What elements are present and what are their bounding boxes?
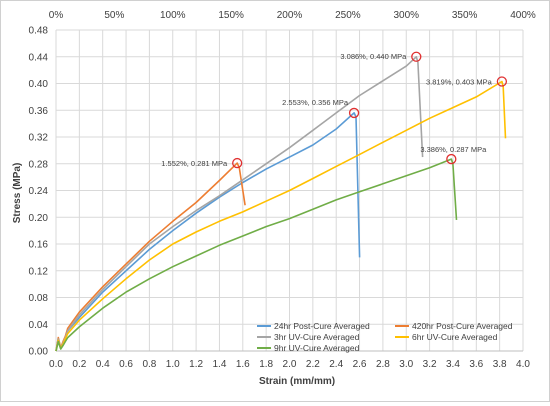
series-line (55, 80, 507, 352)
x-tick-label: 2.6 (353, 359, 367, 370)
x-tick-label: 2.4 (329, 359, 343, 370)
y-tick-label: 0.08 (29, 293, 49, 304)
annotation-label: 3.386%, 0.287 MPa (420, 145, 487, 154)
y-tick-label: 0.20 (29, 213, 49, 224)
series-line (55, 158, 458, 352)
annotation-label: 3.819%, 0.403 MPa (426, 77, 493, 86)
x-tick-label: 4.0 (516, 359, 530, 370)
y-tick-labels: 0.00 0.04 0.08 0.12 0.16 0.20 0.24 0.28 0.32 0.36… (29, 26, 49, 358)
annotation-label: 2.553%, 0.356 MPa (282, 98, 349, 107)
series-lines (55, 56, 507, 352)
annotation-marker (348, 107, 360, 119)
x-tick-label: 0.2 (72, 359, 86, 370)
x-tick-label: 3.4 (446, 359, 460, 370)
x-axis-label: Strain (mm/mm) (259, 376, 335, 387)
y-tick-label: 0.24 (29, 186, 49, 197)
x-tick-label: 2.0 (283, 359, 297, 370)
top-tick-label: 350% (452, 10, 478, 21)
y-tick-label: 0.36 (29, 106, 49, 117)
series-line (55, 56, 424, 352)
legend-entry-label: 9hr UV-Cure Averaged (274, 343, 360, 353)
annotation-label: 3.086%, 0.440 MPa (340, 52, 407, 61)
y-tick-label: 0.40 (29, 79, 49, 90)
x-tick-label: 1.0 (166, 359, 180, 370)
y-tick-label: 0.32 (29, 133, 49, 144)
x-tick-label: 0.4 (96, 359, 110, 370)
top-tick-label: 200% (277, 10, 303, 21)
top-tick-label: 150% (218, 10, 244, 21)
x-tick-label: 2.2 (306, 359, 320, 370)
legend-entry-label: 420hr Post-Cure Averaged (412, 321, 513, 331)
top-tick-label: 50% (104, 10, 124, 21)
y-axis-label: Stress (MPa) (12, 163, 23, 224)
x-tick-label: 0.6 (119, 359, 133, 370)
annotation-marker (232, 157, 243, 169)
top-tick-label: 0% (49, 10, 64, 21)
annotation-marker (411, 51, 422, 62)
y-tick-label: 0.16 (29, 240, 49, 251)
y-tick-label: 0.44 (29, 52, 49, 63)
y-tick-label: 0.28 (29, 159, 49, 170)
annotation-label: 1.552%, 0.281 MPa (161, 159, 228, 168)
x-tick-labels: 0.0 0.2 0.4 0.6 0.8 1.0 1.2 1.4 1.6 1.8 2.0 2.2 2.4 2… (49, 359, 530, 370)
y-tick-label: 0.04 (29, 320, 49, 331)
legend: 24hr Post-Cure Averaged 420hr Post-Cure A… (257, 321, 513, 353)
annotation-marker (496, 76, 508, 87)
x-tick-label: 1.6 (236, 359, 250, 370)
gridlines (55, 29, 524, 352)
x-tick-label: 3.8 (493, 359, 507, 370)
x-tick-label: 0.0 (49, 359, 63, 370)
top-tick-label: 300% (393, 10, 419, 21)
legend-entry-label: 3hr UV-Cure Averaged (274, 332, 360, 342)
x-tick-label: 2.8 (376, 359, 390, 370)
x-tick-label: 1.4 (212, 359, 226, 370)
y-tick-label: 0.00 (29, 347, 49, 358)
x-tick-label: 1.8 (259, 359, 273, 370)
x-tick-label: 0.8 (142, 359, 156, 370)
series-line (55, 112, 361, 352)
annotations: 1.552%, 0.281 MPa 2.553%, 0.356 MPa 3.086%… (161, 51, 508, 169)
top-tick-labels: 0% 50% 100% 150% 200% 250% 300% 350% 400% (49, 10, 536, 21)
legend-entry-label: 24hr Post-Cure Averaged (274, 321, 370, 331)
x-tick-label: 3.2 (423, 359, 437, 370)
y-tick-label: 0.48 (29, 26, 49, 37)
top-tick-label: 400% (510, 10, 536, 21)
x-tick-label: 1.2 (189, 359, 203, 370)
annotation-marker (446, 153, 457, 165)
legend-entry-label: 6hr UV-Cure Averaged (412, 332, 498, 342)
y-tick-label: 0.12 (29, 266, 49, 277)
x-tick-label: 3.6 (469, 359, 483, 370)
top-tick-label: 100% (160, 10, 186, 21)
x-tick-label: 3.0 (399, 359, 413, 370)
top-tick-label: 250% (335, 10, 361, 21)
